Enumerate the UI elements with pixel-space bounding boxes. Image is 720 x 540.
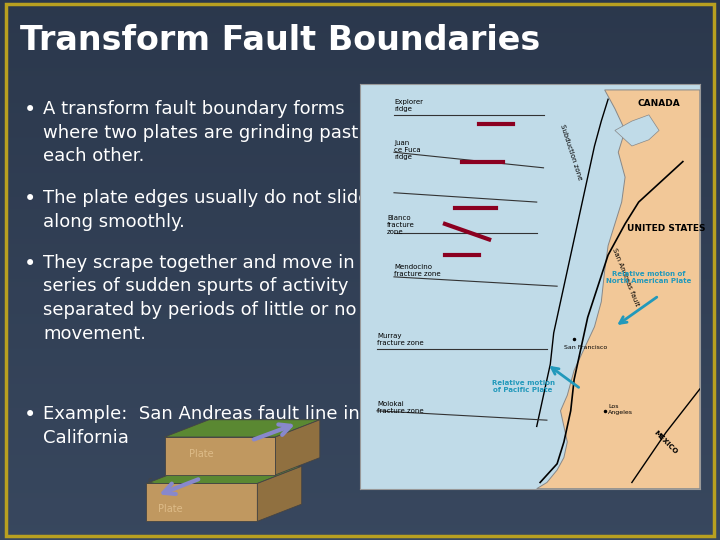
Text: San Francisco: San Francisco (564, 345, 607, 349)
Text: UNITED STATES: UNITED STATES (626, 224, 705, 233)
Polygon shape (615, 115, 659, 146)
Text: Explorer
ridge: Explorer ridge (394, 99, 423, 112)
Text: Subduction zone: Subduction zone (559, 124, 582, 181)
Text: •: • (24, 189, 36, 209)
Text: Molokai
fracture zone: Molokai fracture zone (377, 401, 423, 415)
Text: The plate edges usually do not slide
along smoothly.: The plate edges usually do not slide alo… (43, 189, 369, 231)
Polygon shape (165, 437, 276, 475)
Text: CANADA: CANADA (638, 99, 680, 109)
Text: •: • (24, 254, 36, 274)
Text: A transform fault boundary forms
where two plates are grinding past
each other.: A transform fault boundary forms where t… (43, 100, 359, 165)
Polygon shape (276, 420, 320, 475)
Polygon shape (146, 483, 257, 521)
Text: San Andreas fault: San Andreas fault (611, 247, 639, 307)
Polygon shape (536, 90, 700, 489)
Text: Plate: Plate (158, 504, 183, 514)
Text: Relative motion
of Pacific Plate: Relative motion of Pacific Plate (492, 380, 554, 393)
Text: Plate: Plate (189, 449, 213, 459)
Text: Relative motion of
North American Plate: Relative motion of North American Plate (606, 271, 691, 284)
Text: Murray
fracture zone: Murray fracture zone (377, 333, 423, 346)
Text: Blanco
fracture
zone: Blanco fracture zone (387, 214, 415, 234)
Text: c.: c. (148, 476, 155, 484)
Text: Juan
ce Fuca
ridge: Juan ce Fuca ridge (394, 140, 420, 160)
Text: Mendocino
fracture zone: Mendocino fracture zone (394, 265, 441, 278)
Polygon shape (146, 466, 302, 483)
Text: They scrape together and move in a
series of sudden spurts of activity
separated: They scrape together and move in a serie… (43, 254, 372, 342)
Polygon shape (165, 420, 320, 437)
Text: Los
Angeles: Los Angeles (608, 404, 633, 415)
Text: •: • (24, 405, 36, 425)
Text: Example:  San Andreas fault line in
California: Example: San Andreas fault line in Calif… (43, 405, 360, 447)
Text: •: • (24, 100, 36, 120)
Text: MEXICO: MEXICO (653, 429, 679, 455)
Text: Transform Fault Boundaries: Transform Fault Boundaries (20, 24, 541, 57)
Polygon shape (257, 466, 302, 521)
